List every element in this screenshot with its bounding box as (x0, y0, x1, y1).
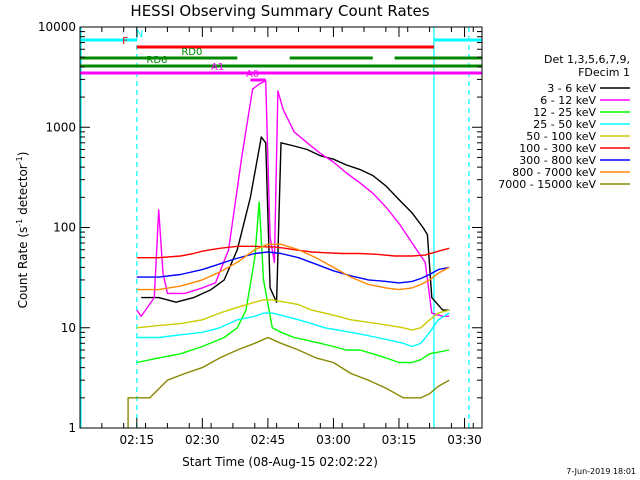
y-axis-label-mid: detector (16, 164, 30, 219)
series-line-9 (127, 336, 450, 428)
plot-area (80, 27, 470, 428)
x-tick-label-2: 02:45 (251, 433, 286, 447)
series-line-3 (136, 201, 450, 364)
legend-label-5: 50 - 100 keV (526, 130, 596, 143)
legend-label-7: 300 - 800 keV (519, 154, 596, 167)
flag-a0-label: A0 (246, 69, 259, 80)
flag-rd0-label: RD0 (181, 47, 202, 58)
x-axis-label: Start Time (08-Aug-15 02:02:22) (182, 455, 378, 469)
y-axis-label-start: Count Rate (s (16, 227, 30, 309)
x-tick-label-3: 03:00 (316, 433, 351, 447)
series-line-6 (136, 245, 450, 259)
legend-label-8: 800 - 7000 keV (512, 166, 596, 179)
y-axis-label-exp1: -1 (15, 219, 24, 227)
legend-header-line1: Det 1,3,5,6,7,9, (544, 53, 630, 66)
series-line-5 (136, 299, 450, 331)
series-line-2 (136, 80, 450, 317)
y-axis-label-group: Count Rate (s-1 detector-1) (15, 152, 30, 309)
timestamp: 7-Jun-2019 18:01 (566, 467, 636, 476)
legend-label-2: 6 - 12 keV (540, 94, 596, 107)
y-axis-label: Count Rate (s-1 detector-1) (15, 152, 30, 309)
chart-title: HESSI Observing Summary Count Rates (130, 2, 429, 20)
series-area (127, 80, 450, 428)
axes-area: 02:15 02:30 02:45 03:00 03:15 03:30 1 10 100 1000… (38, 20, 483, 447)
legend-label-3: 12 - 25 keV (533, 106, 596, 119)
series-line-7 (136, 251, 450, 284)
x-tick-label-1: 02:30 (185, 433, 220, 447)
series-line-1 (141, 136, 450, 311)
flag-n-label: N (136, 29, 143, 40)
legend-label-6: 100 - 300 keV (519, 142, 596, 155)
y-tick-label-1: 10 (61, 321, 76, 335)
flag-area: NF RD0 RD6 A1 A0 (80, 29, 482, 82)
legend-header-line2: FDecim 1 (578, 66, 630, 79)
y-tick-label-0: 1 (68, 421, 76, 435)
x-tick-label-4: 03:15 (382, 433, 417, 447)
flag-rd6-label: RD6 (146, 55, 167, 66)
flag-f-label: F (122, 36, 128, 47)
y-tick-label-3: 1000 (45, 120, 76, 134)
y-tick-label-4: 10000 (38, 20, 76, 34)
y-axis-label-end: ) (16, 152, 30, 157)
y-tick-label-2: 100 (53, 221, 76, 235)
x-tick-label-5: 03:30 (447, 433, 482, 447)
flag-a1-label: A1 (211, 62, 224, 73)
y-axis-label-exp2: -1 (15, 156, 24, 164)
x-tick-label-0: 02:15 (120, 433, 155, 447)
legend-label-1: 3 - 6 keV (547, 82, 596, 95)
series-line-8 (136, 243, 450, 291)
series-line-4 (136, 312, 450, 348)
legend-label-9: 7000 - 15000 keV (498, 178, 596, 191)
legend-label-4: 25 - 50 keV (533, 118, 596, 131)
